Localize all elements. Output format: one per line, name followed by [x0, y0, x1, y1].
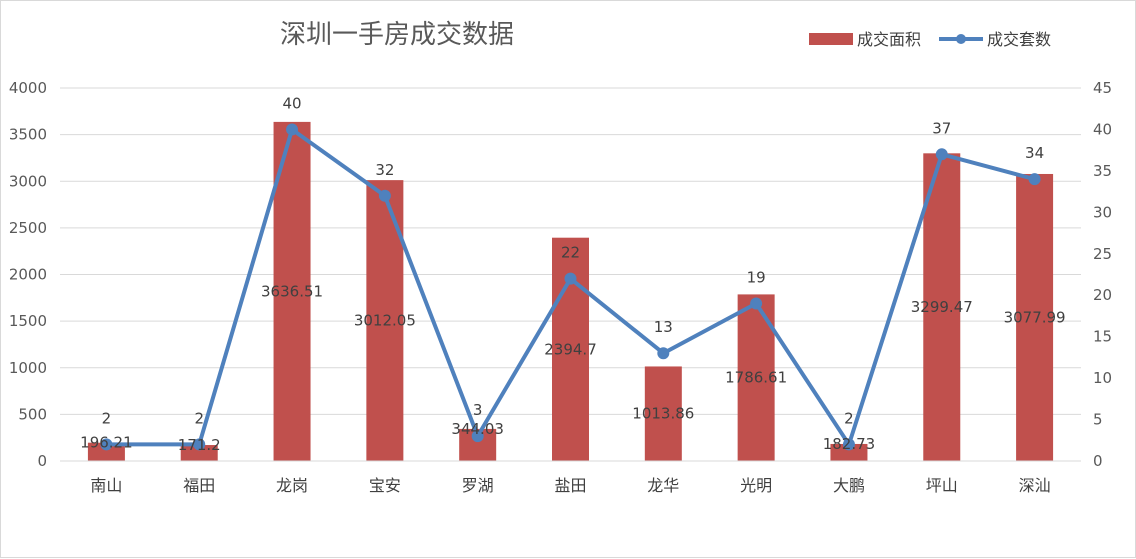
- x-category-label: 南山: [90, 476, 122, 495]
- x-category-label: 盐田: [554, 476, 586, 495]
- bar-data-label: 1013.86: [632, 405, 694, 423]
- bar: [1016, 173, 1054, 462]
- legend: 成交面积 成交套数: [809, 30, 1051, 49]
- x-category-label: 光明: [740, 476, 772, 495]
- y-right-tick-label: 0: [1093, 452, 1103, 470]
- x-category-label: 深汕: [1019, 476, 1051, 495]
- line-data-label: 40: [282, 94, 301, 112]
- x-category-label: 龙岗: [276, 476, 308, 495]
- bar-data-label: 3077.99: [1004, 308, 1066, 326]
- y-left-tick-label: 2500: [9, 219, 47, 237]
- x-category-label: 罗湖: [462, 476, 494, 495]
- line-data-label: 32: [375, 161, 394, 179]
- chart-title: 深圳一手房成交数据: [280, 20, 514, 50]
- x-category-label: 龙华: [647, 476, 679, 495]
- y-left-tick-label: 1500: [9, 312, 47, 330]
- y-left-tick-label: 1000: [9, 359, 47, 377]
- line-data-label: 2: [844, 409, 854, 427]
- line-data-label: 34: [1025, 144, 1044, 162]
- y-right-tick-label: 20: [1093, 286, 1112, 304]
- line-point: [100, 438, 113, 451]
- bar-data-label: 3299.47: [911, 298, 973, 316]
- y-left-tick-label: 2000: [9, 266, 47, 284]
- line-point: [657, 347, 670, 360]
- line-data-label: 13: [654, 318, 673, 336]
- y-left-tick-label: 0: [37, 452, 47, 470]
- line-point: [564, 272, 577, 285]
- y-left-tick-label: 3500: [9, 126, 47, 144]
- x-category-label: 福田: [183, 476, 215, 495]
- y-right-tick-label: 5: [1093, 411, 1103, 429]
- line-point: [286, 123, 299, 136]
- line-data-label: 19: [747, 269, 766, 287]
- y-left-tick-label: 3000: [9, 172, 47, 190]
- line-data-label: 2: [102, 409, 112, 427]
- bar-series-area: [87, 121, 1054, 462]
- line-series-count: [100, 123, 1041, 451]
- legend-label-area: 成交面积: [857, 30, 921, 49]
- line-data-label: 37: [932, 119, 951, 137]
- line-data-label: 2: [194, 409, 204, 427]
- bar: [830, 443, 868, 461]
- bar: [180, 445, 218, 461]
- legend-label-count: 成交套数: [987, 30, 1051, 49]
- line-point: [935, 148, 948, 161]
- line-point: [378, 189, 391, 202]
- bar-data-label: 1786.61: [725, 369, 787, 387]
- y-right-tick-label: 30: [1093, 203, 1112, 221]
- bar-data-label: 196.21: [80, 434, 133, 452]
- bar-data-label: 3012.05: [354, 312, 416, 330]
- bar: [644, 366, 682, 461]
- bar-data-label: 2394.7: [544, 340, 597, 358]
- x-category-label: 大鹏: [833, 476, 865, 495]
- legend-swatch-count-marker: [956, 34, 966, 44]
- y-right-tick-label: 40: [1093, 120, 1112, 138]
- axes: 0 500 1000 1500 2000 2500 3000 3500 4000 0 5 10 15 20…: [9, 79, 1112, 495]
- y-right-tick-label: 15: [1093, 328, 1112, 346]
- y-right-tick-label: 10: [1093, 369, 1112, 387]
- line-point: [842, 438, 855, 451]
- line-point: [1028, 173, 1041, 186]
- x-category-label: 宝安: [369, 476, 401, 495]
- x-category-label: 坪山: [926, 476, 958, 495]
- legend-swatch-area: [809, 33, 853, 45]
- bar: [923, 153, 961, 462]
- bar-data-label: 182.73: [823, 435, 876, 453]
- y-left-tick-label: 500: [18, 405, 47, 423]
- line-data-label: 3: [473, 401, 483, 419]
- bar-data-label: 344.03: [451, 420, 504, 438]
- data-labels: 196.21 171.2 3636.51 3012.05 344.03 2394.7 101…: [80, 94, 1065, 454]
- line-data-label: 22: [561, 244, 580, 262]
- y-left-tick-label: 4000: [9, 79, 47, 97]
- bar: [87, 442, 125, 461]
- y-right-tick-label: 35: [1093, 162, 1112, 180]
- bar: [273, 121, 311, 461]
- bar-data-label: 3636.51: [261, 282, 323, 300]
- bar-data-label: 171.2: [178, 436, 221, 454]
- y-right-tick-label: 25: [1093, 245, 1112, 263]
- line-point: [750, 297, 763, 310]
- line-point: [471, 430, 484, 443]
- y-right-tick-label: 45: [1093, 79, 1112, 97]
- line-point: [193, 438, 206, 451]
